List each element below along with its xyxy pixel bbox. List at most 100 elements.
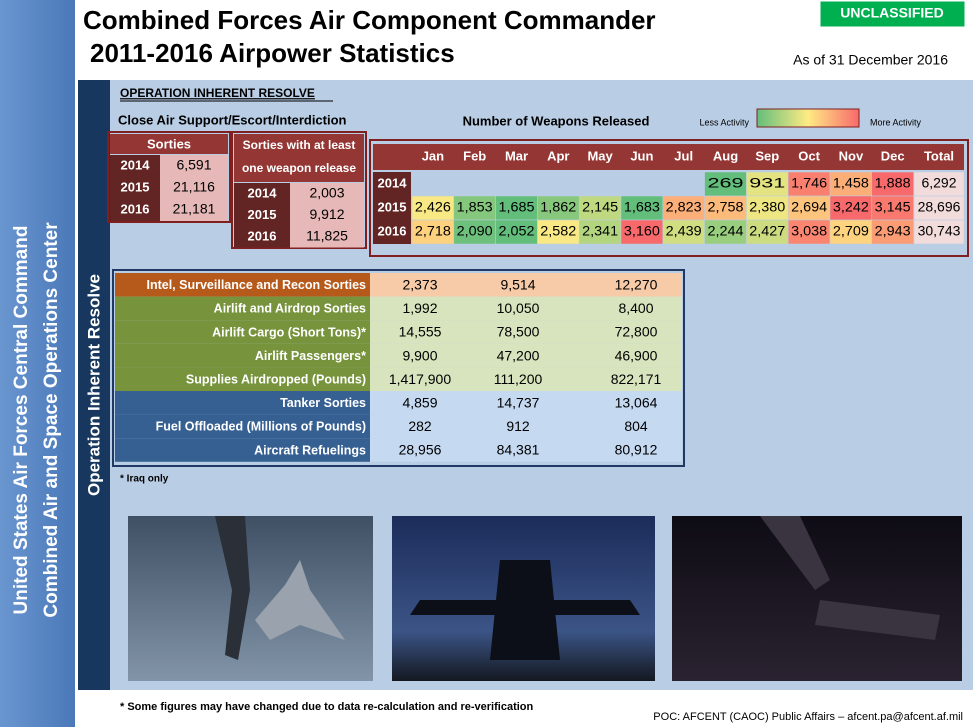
heat-cell bbox=[495, 219, 538, 245]
stat-value: 2,373 bbox=[402, 277, 437, 293]
heat-cell bbox=[746, 219, 789, 245]
value: 21,181 bbox=[173, 201, 216, 217]
total-header: Total bbox=[924, 148, 954, 163]
label-cell bbox=[115, 367, 370, 391]
month: Mar bbox=[505, 148, 528, 163]
stats-footnote: * Iraq only bbox=[120, 474, 169, 485]
stat-value: 80,912 bbox=[615, 442, 658, 458]
heat-cell bbox=[704, 219, 747, 245]
section-title: OPERATION INHERENT RESOLVE bbox=[120, 86, 315, 100]
year-cell bbox=[110, 155, 160, 177]
stat-label: Intel, Surveillance and Recon Sorties bbox=[146, 278, 366, 292]
weapon-count: 269 bbox=[708, 176, 744, 191]
heat-cell bbox=[746, 195, 789, 221]
year-cell bbox=[110, 199, 160, 221]
year-cell bbox=[234, 204, 290, 226]
label-cell bbox=[115, 391, 370, 415]
weapon-count: 2,052 bbox=[499, 224, 535, 239]
year: 2014 bbox=[121, 157, 151, 172]
legend-scale bbox=[756, 108, 860, 128]
heat-cell bbox=[787, 219, 831, 245]
weapon-count: 2,718 bbox=[415, 224, 451, 239]
month: Apr bbox=[547, 148, 569, 163]
heat-cell bbox=[578, 195, 622, 221]
value: 11,825 bbox=[306, 228, 348, 244]
stat-value: 47,200 bbox=[497, 347, 540, 363]
weapon-count: 2,244 bbox=[708, 224, 745, 239]
weapon-count: 2,090 bbox=[457, 224, 493, 239]
stat-label: Tanker Sorties bbox=[280, 396, 366, 410]
year: 2015 bbox=[121, 179, 150, 194]
weapon-count: 2,341 bbox=[582, 224, 618, 239]
stat-value: 822,171 bbox=[611, 371, 662, 387]
photo bbox=[128, 516, 373, 681]
stat-value: 912 bbox=[506, 418, 530, 434]
heat-cell bbox=[495, 195, 538, 221]
footer-note: * Some figures may have changed due to d… bbox=[120, 701, 534, 713]
weapon-count: 3,242 bbox=[833, 200, 869, 215]
total-cell bbox=[913, 219, 965, 245]
weapons-title: Number of Weapons Released bbox=[463, 113, 650, 128]
month: Jan bbox=[422, 148, 444, 163]
year: 2016 bbox=[121, 201, 150, 216]
total-cell bbox=[913, 195, 965, 221]
weapon-count: 3,160 bbox=[624, 224, 660, 239]
stat-value: 9,514 bbox=[500, 277, 535, 293]
values-cell bbox=[370, 343, 682, 368]
weapon-count: 2,758 bbox=[708, 200, 744, 215]
value-cell bbox=[160, 155, 228, 177]
label-cell bbox=[115, 273, 370, 297]
sidebar bbox=[0, 0, 75, 727]
stat-label: Supplies Airdropped (Pounds) bbox=[186, 372, 366, 386]
weapon-count: 1,458 bbox=[833, 176, 869, 191]
panel-strip bbox=[78, 80, 110, 690]
weapon-count: 2,380 bbox=[749, 200, 785, 215]
month: Sep bbox=[755, 148, 779, 163]
heat-cell bbox=[620, 195, 664, 221]
weapon-sorties-frame bbox=[231, 131, 367, 249]
stat-value: 28,956 bbox=[399, 442, 442, 458]
stat-value: 1,992 bbox=[402, 300, 437, 316]
label-cell bbox=[115, 414, 370, 439]
values-cell bbox=[370, 320, 682, 344]
weapon-count: 1,746 bbox=[791, 176, 827, 191]
heat-cell bbox=[578, 219, 622, 245]
month: Oct bbox=[798, 148, 820, 163]
label-cell bbox=[115, 343, 370, 368]
stat-label: Airlift Cargo (Short Tons)* bbox=[212, 325, 366, 339]
heat-cell bbox=[662, 219, 705, 245]
values-cell bbox=[370, 438, 682, 462]
stat-value: 46,900 bbox=[615, 347, 658, 363]
weapon-count: 2,823 bbox=[666, 200, 702, 215]
label-cell bbox=[115, 438, 370, 462]
legend-high: More Activity bbox=[870, 117, 922, 127]
value: 9,912 bbox=[309, 206, 344, 222]
weapons-frame bbox=[369, 139, 969, 257]
photo-detail bbox=[410, 560, 640, 660]
month: Jul bbox=[674, 148, 693, 163]
weapon-count: 2,582 bbox=[540, 224, 576, 239]
values-cell bbox=[370, 367, 682, 391]
photo-detail bbox=[215, 516, 250, 660]
value-cell bbox=[290, 226, 364, 248]
stat-value: 1,417,900 bbox=[389, 371, 451, 387]
year: 2014 bbox=[378, 175, 408, 190]
month: Jun bbox=[630, 148, 653, 163]
photo-detail bbox=[255, 560, 345, 640]
year-cell bbox=[373, 220, 411, 244]
stat-value: 12,270 bbox=[615, 277, 658, 293]
year-cell bbox=[373, 196, 411, 220]
value: 2,003 bbox=[309, 185, 344, 201]
weapons-header bbox=[373, 144, 964, 170]
sorties-title: Sorties bbox=[147, 136, 191, 151]
month: Aug bbox=[713, 148, 738, 163]
label-cell bbox=[115, 296, 370, 321]
sorties-frame bbox=[107, 131, 231, 223]
title-line1: Combined Forces Air Component Commander bbox=[83, 5, 656, 35]
weapon-count: 1,888 bbox=[875, 176, 911, 191]
weapon-count: 2,439 bbox=[666, 224, 702, 239]
cas-title: Close Air Support/Escort/Interdiction bbox=[118, 112, 347, 127]
heat-cell bbox=[871, 195, 914, 221]
